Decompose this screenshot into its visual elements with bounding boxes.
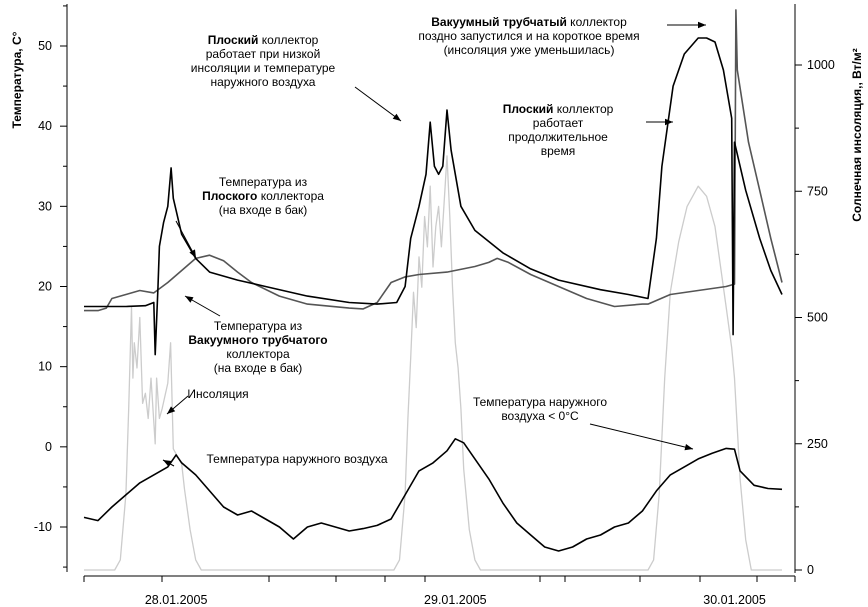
annotation-arrowhead (698, 21, 706, 29)
y-left-tick-label: 0 (45, 440, 52, 454)
annotation-text: Плоский (503, 102, 554, 116)
x-tick-label: 30.01.2005 (703, 593, 766, 607)
annotation-line: коллектора (226, 347, 290, 361)
annotation-pointer-line (589, 423, 694, 450)
annotation-line: Температура из (214, 319, 303, 333)
annotation-text: Плоского (202, 189, 257, 203)
annotation-text: (инсоляция уже уменьшилась) (444, 43, 615, 57)
annotation-6: Температура наружного воздуха (207, 452, 388, 466)
annotation-line: время (541, 144, 575, 158)
annotation-text: поздно запустился и на короткое время (418, 29, 639, 43)
annotation-text: (на входе в бак) (219, 203, 308, 217)
y-right-tick-label: 500 (807, 311, 828, 325)
annotation-line: Вакуумного трубчатого (188, 333, 327, 347)
y-left-tick-label: 10 (38, 360, 52, 374)
annotation-text: Инсоляция (187, 387, 248, 401)
axes: 50 40 30 20 10 0 -10 Температура, С° 1000 750 500 2… (10, 4, 864, 607)
annotation-text: (на входе в бак) (214, 361, 303, 375)
y-left-tick-label: 40 (38, 119, 52, 133)
series-line-vacuum (84, 9, 783, 312)
annotation-arrowhead (163, 460, 172, 467)
y-right-tick-label: 750 (807, 184, 828, 198)
y-left-tick-label: 50 (38, 39, 52, 53)
annotation-arrowhead (167, 406, 176, 414)
y-left-axis-title: Температура, С° (10, 31, 24, 128)
annotation-line: Вакуумный трубчатый коллектор (431, 15, 627, 29)
annotation-text: коллектор (553, 102, 613, 116)
y-left-tick-label: 20 (38, 280, 52, 294)
annotation-line: продолжительное (508, 130, 608, 144)
annotation-arrowhead (392, 113, 401, 121)
annotation-line: (на входе в бак) (214, 361, 303, 375)
annotation-line: (на входе в бак) (219, 203, 308, 217)
annotation-text: работает (533, 116, 584, 130)
annotation-text: Температура наружного (473, 395, 607, 409)
annotation-text: продолжительное (508, 130, 608, 144)
annotation-text: коллектор (567, 15, 627, 29)
annotation-text: Температура наружного воздуха (207, 452, 388, 466)
y-right-tick-label: 1000 (807, 58, 835, 72)
annotation-line: (инсоляция уже уменьшилась) (444, 43, 615, 57)
y-right-axis-title: Солнечная инсоляция,, Вт/м² (850, 48, 864, 221)
annotation-5: Инсоляция (187, 387, 248, 401)
annotation-arrowhead (185, 296, 194, 303)
annotation-line: Температура наружного воздуха (207, 452, 388, 466)
y-right-tick-label: 250 (807, 437, 828, 451)
x-tick-label: 28.01.2005 (145, 593, 208, 607)
annotation-line: наружного воздуха (211, 75, 316, 89)
annotation-text: работает при низкой (206, 47, 321, 61)
series-line-insolation (84, 155, 782, 571)
annotation-line: работает при низкой (206, 47, 321, 61)
y-left-tick-label: 30 (38, 199, 52, 213)
annotation-text: коллектора (257, 189, 324, 203)
annotation-line: Плоский коллектор (503, 102, 614, 116)
annotation-arrowhead (189, 249, 196, 258)
y-left-tick-label: -10 (34, 520, 52, 534)
annotation-text: воздуха < 0°C (501, 409, 579, 423)
annotation-pointer-line (354, 86, 402, 122)
annotation-line: Температура из (219, 175, 308, 189)
annotation-arrowhead (665, 118, 673, 126)
series-layer (83, 9, 783, 571)
annotation-line: Плоский коллектор (208, 33, 319, 47)
annotation-text: коллектор (258, 33, 318, 47)
annotation-text: инсоляции и температуре (191, 61, 336, 75)
annotation-line: воздуха < 0°C (501, 409, 579, 423)
series-line-outdoor (83, 438, 783, 552)
annotation-text: наружного воздуха (211, 75, 316, 89)
annotation-text: Температура из (214, 319, 303, 333)
annotation-line: инсоляции и температуре (191, 61, 336, 75)
annotation-text: Плоский (208, 33, 259, 47)
series-line-flat (84, 37, 783, 356)
annotation-text: Температура из (219, 175, 308, 189)
annotation-line: Плоского коллектора (202, 189, 324, 203)
annotation-text: время (541, 144, 575, 158)
y-right-tick-label: 0 (807, 563, 814, 577)
annotation-line: поздно запустился и на короткое время (418, 29, 639, 43)
annotation-text: Вакуумный трубчатый (431, 15, 567, 29)
annotation-line: Инсоляция (187, 387, 248, 401)
x-tick-label: 29.01.2005 (424, 593, 487, 607)
annotation-line: Температура наружного (473, 395, 607, 409)
annotation-line: работает (533, 116, 584, 130)
annotation-text: Вакуумного трубчатого (188, 333, 327, 347)
annotation-arrowhead (684, 444, 693, 451)
annotation-2: Плоский коллекторработаетпродолжительное… (503, 102, 614, 158)
annotation-text: коллектора (226, 347, 290, 361)
